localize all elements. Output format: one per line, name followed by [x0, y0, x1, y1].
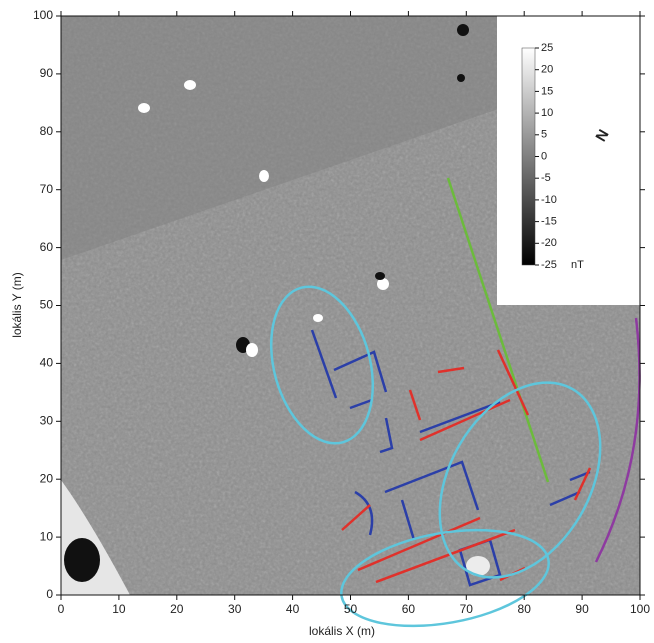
x-tick-label: 60 — [402, 602, 416, 616]
x-tick-label: 100 — [630, 602, 650, 616]
colorbar-tick-label: -20 — [541, 237, 557, 249]
colorbar-tick-label: 0 — [541, 150, 547, 162]
x-tick-label: 50 — [344, 602, 358, 616]
chart: lokális X (m) lokális Y (m) N 0102030405… — [0, 0, 654, 643]
y-tick-label: 90 — [40, 66, 54, 80]
x-tick-label: 70 — [460, 602, 474, 616]
x-tick-label: 80 — [518, 602, 532, 616]
x-tick-label: 20 — [170, 602, 184, 616]
y-tick-label: 50 — [40, 298, 54, 312]
page: {"chart_data": {"type": "heatmap", "xlab… — [0, 0, 654, 643]
colorbar-tick-label: -10 — [541, 194, 557, 206]
x-tick-label: 90 — [575, 602, 589, 616]
colorbar-tick-label: 15 — [541, 85, 553, 97]
colorbar-tick-label: 20 — [541, 64, 553, 76]
y-tick-label: 100 — [33, 8, 53, 22]
colorbar-tick-label: -5 — [541, 172, 551, 184]
y-tick-label: 40 — [40, 356, 54, 370]
x-tick-label: 40 — [286, 602, 300, 616]
y-tick-label: 20 — [40, 471, 54, 485]
x-axis-label: lokális X (m) — [309, 624, 375, 638]
x-tick-label: 30 — [228, 602, 242, 616]
colorbar-tick-label: 25 — [541, 42, 553, 54]
y-tick-label: 60 — [40, 240, 54, 254]
colorbar-tick-label: -25 — [541, 259, 557, 271]
x-tick-label: 0 — [58, 602, 65, 616]
y-axis-label: lokális Y (m) — [10, 272, 24, 338]
magnetic-map — [61, 16, 640, 595]
y-tick-label: 10 — [40, 529, 54, 543]
colorbar-tick-label: 10 — [541, 107, 553, 119]
y-tick-label: 70 — [40, 182, 54, 196]
y-tick-label: 80 — [40, 124, 54, 138]
colorbar-unit: nT — [571, 259, 584, 271]
colorbar-tick-label: 5 — [541, 129, 547, 141]
x-tick-label: 10 — [112, 602, 126, 616]
y-tick-label: 30 — [40, 413, 54, 427]
y-tick-label: 0 — [46, 587, 53, 601]
colorbar-tick-label: -15 — [541, 216, 557, 228]
